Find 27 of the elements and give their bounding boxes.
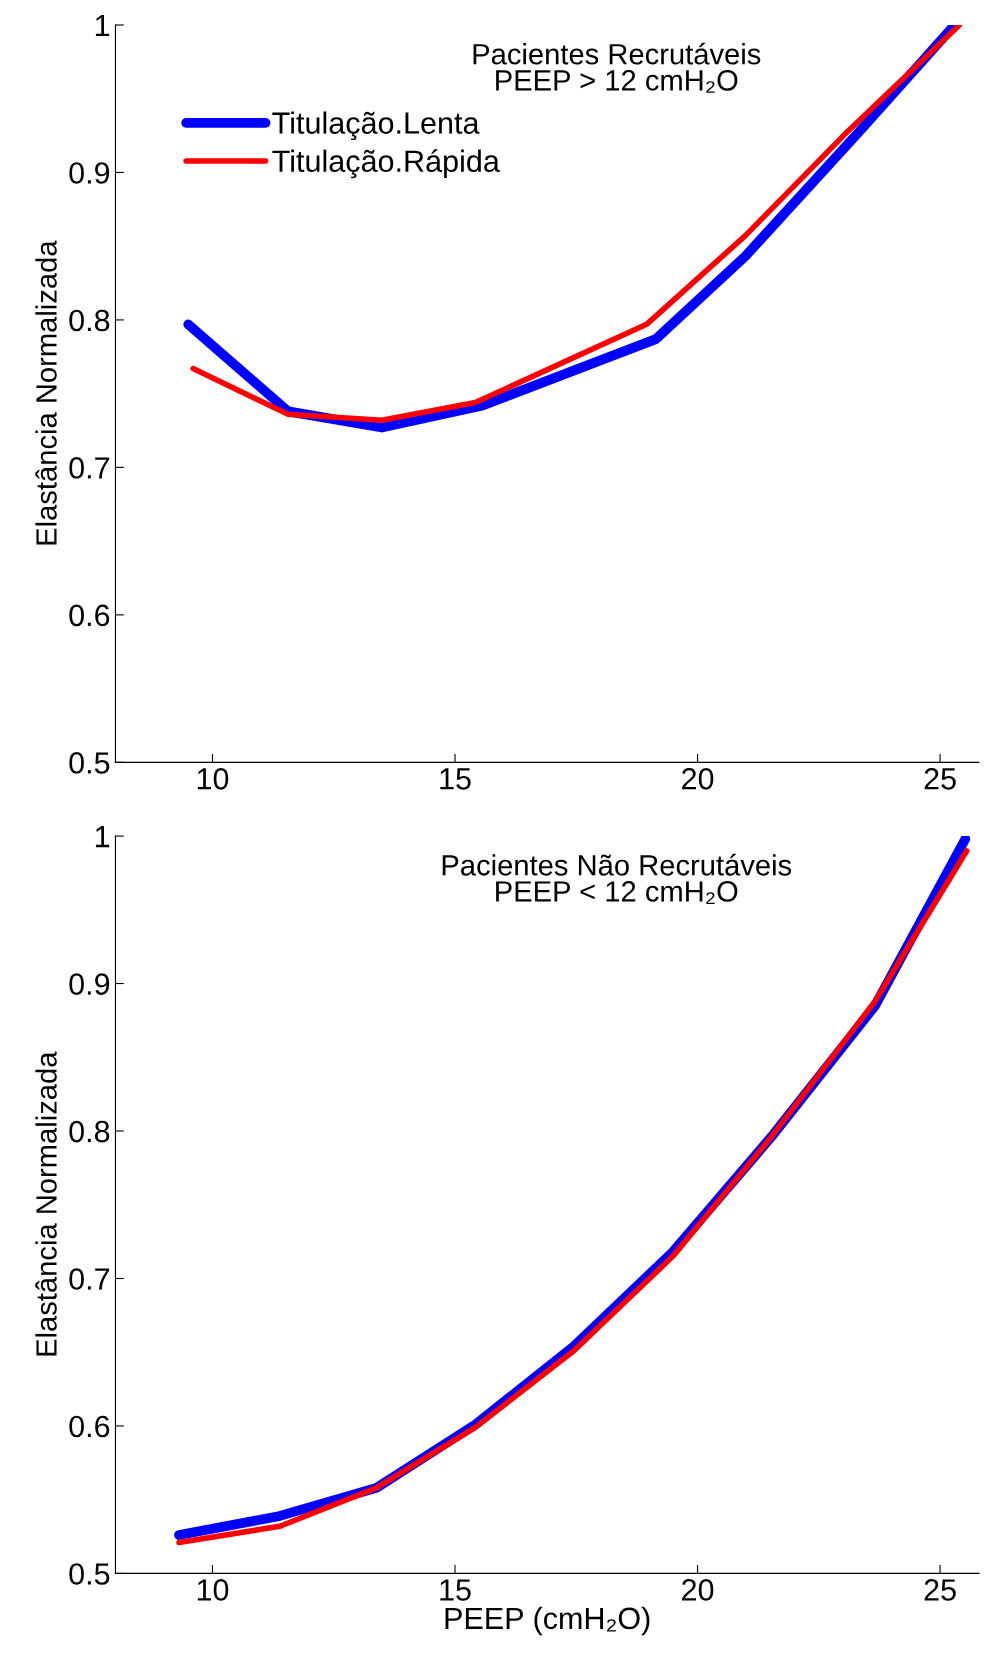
- y-tick-label: 0.9: [69, 162, 110, 184]
- y-tick-label: 0.9: [69, 973, 110, 995]
- x-tick-label: 15: [440, 768, 471, 790]
- legend-label: Titulação.Lenta: [272, 111, 480, 141]
- text: Pacientes Recrutáveis PEEP > 12 cmH₂O: [473, 42, 761, 93]
- y-tick-label: 1: [95, 826, 110, 848]
- y-tick-label: 0.7: [69, 1268, 110, 1290]
- y-axis-title: Elastância Normalizada: [35, 240, 57, 545]
- y-tick-label: 0.8: [69, 309, 110, 332]
- x-tick-label: 20: [682, 768, 714, 790]
- y-axis-title: Elastância Normalizada: [35, 1051, 57, 1356]
- y-tick-label: 0.6: [69, 1415, 110, 1438]
- x-tick-label: 15: [440, 1579, 471, 1601]
- x-tick-label: 25: [924, 768, 956, 790]
- y-tick-label: 0.5: [69, 752, 110, 774]
- text: Pacientes Não Recrutáveis PEEP < 12 cmH₂O: [442, 853, 792, 904]
- x-tick-label: 25: [924, 1579, 956, 1601]
- y-tick-label: 1: [95, 15, 110, 37]
- x-tick-label: 10: [197, 1579, 229, 1601]
- y-tick-label: 0.6: [69, 604, 110, 627]
- x-tick-label: 10: [197, 768, 229, 790]
- y-tick-label: 0.7: [69, 457, 110, 479]
- legend-label: Titulação.Rápida: [272, 149, 500, 179]
- y-tick-label: 0.5: [69, 1563, 110, 1585]
- x-axis-title: PEEP (cmH₂O): [445, 1606, 650, 1636]
- x-tick-label: 20: [682, 1579, 714, 1601]
- y-tick-label: 0.8: [69, 1120, 110, 1143]
